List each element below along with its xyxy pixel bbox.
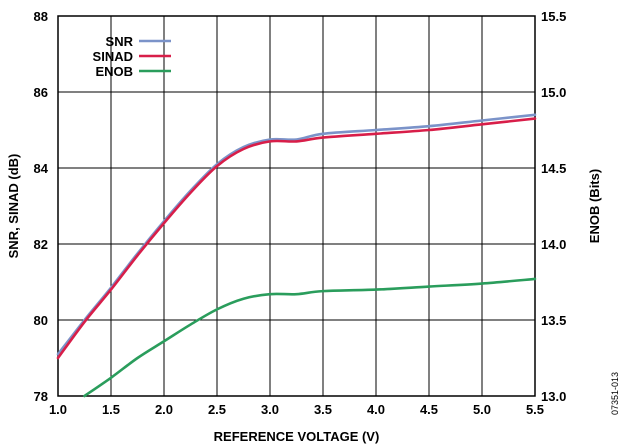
legend-label: SINAD	[93, 49, 133, 64]
tick-labels: 1.0 1.5 2.0 2.5 3.0 3.5 4.0 4.5 5.0 5.5 78 80 82 84 86…	[34, 9, 567, 417]
figure-id: 07351-013	[610, 372, 620, 415]
plot-frame	[57, 15, 536, 397]
x-tick-label: 1.0	[49, 402, 67, 417]
y-right-tick-label: 14.5	[541, 161, 566, 176]
series-line-sinad	[56, 117, 537, 360]
y-right-tick-label: 15.5	[541, 9, 566, 24]
x-tick-label: 5.5	[526, 402, 544, 417]
x-tick-label: 3.0	[261, 402, 279, 417]
legend-label: ENOB	[95, 64, 133, 79]
y-left-tick-label: 82	[34, 237, 48, 252]
legend-label: SNR	[106, 34, 134, 49]
y-right-tick-label: 15.0	[541, 85, 566, 100]
x-tick-label: 4.5	[420, 402, 438, 417]
x-tick-label: 2.5	[208, 402, 226, 417]
y-right-tick-label: 13.5	[541, 313, 566, 328]
y-axis-right-label: ENOB (Bits)	[587, 169, 602, 243]
x-tick-label: 3.5	[314, 402, 332, 417]
y-left-tick-label: 88	[34, 9, 48, 24]
y-left-tick-label: 78	[34, 389, 48, 404]
x-tick-label: 1.5	[102, 402, 120, 417]
series-line-enob	[83, 277, 537, 398]
x-tick-label: 5.0	[473, 402, 491, 417]
y-left-tick-label: 84	[34, 161, 49, 176]
y-right-tick-label: 14.0	[541, 237, 566, 252]
y-right-tick-label: 13.0	[541, 389, 566, 404]
y-axis-left-label: SNR, SINAD (dB)	[6, 154, 21, 259]
y-left-tick-label: 80	[34, 313, 48, 328]
x-tick-label: 2.0	[155, 402, 173, 417]
x-tick-label: 4.0	[367, 402, 385, 417]
series-layer	[56, 113, 537, 398]
x-axis-label: REFERENCE VOLTAGE (V)	[214, 429, 380, 444]
series-line-snr	[56, 113, 537, 356]
y-left-tick-label: 86	[34, 85, 48, 100]
